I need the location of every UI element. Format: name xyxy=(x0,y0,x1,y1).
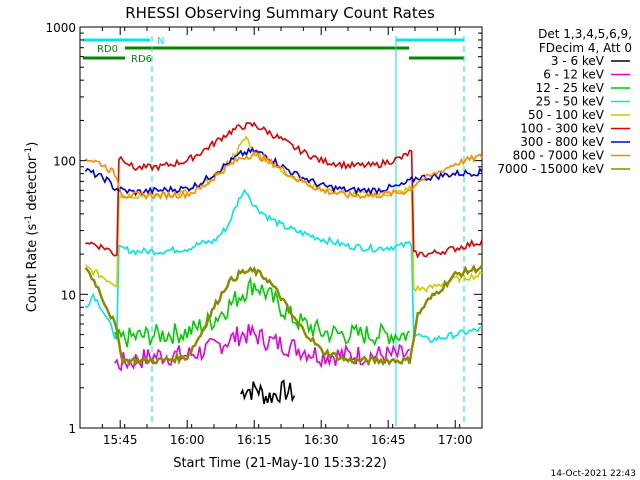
x-tick-label-3: 16:30 xyxy=(304,433,339,447)
chart-title: RHESSI Observing Summary Count Rates xyxy=(125,4,435,22)
y-tick-label-3: 1000 xyxy=(45,21,76,35)
legend-label-2: 12 - 25 keV xyxy=(536,81,605,95)
y-tick-label-1: 10 xyxy=(61,288,76,302)
n-flag-label: N xyxy=(157,36,164,47)
legend-label-4: 50 - 100 keV xyxy=(528,108,605,122)
legend-label-0: 3 - 6 keV xyxy=(551,54,605,68)
series-line-3 xyxy=(85,188,482,343)
y-tick-label-0: 1 xyxy=(68,422,76,436)
rd0-flag-label: RD0 xyxy=(97,44,118,55)
plot-timestamp: 14-Oct-2021 22:43 xyxy=(551,469,636,479)
legend-label-3: 25 - 50 keV xyxy=(536,95,605,109)
series-line-2 xyxy=(114,276,411,348)
x-tick-label-4: 16:45 xyxy=(371,433,406,447)
x-axis-label: Start Time (21-May-10 15:33:22) xyxy=(173,456,387,471)
flag-overlays: N RD0 RD6 xyxy=(83,36,465,426)
axes: 15:45 16:00 16:15 16:30 16:45 17:00 1 10 100 1000 xyxy=(45,21,483,447)
y-axis-label: Count Rate (s-1 detector-1) xyxy=(24,142,40,313)
y-axis-label-part-1: Count Rate (s xyxy=(25,224,40,313)
legend-header-line-1: Det 1,3,4,5,6,9, xyxy=(538,27,632,41)
y-axis-label-part-3: ) xyxy=(25,142,40,147)
series-line-6 xyxy=(84,146,483,197)
y-tick-label-2: 100 xyxy=(53,155,76,169)
series-line-7 xyxy=(84,151,483,201)
legend-header-line-2: FDecim 4, Att 0 xyxy=(539,41,632,55)
y-axis-label-part-2: detector xyxy=(25,155,40,215)
legend: Det 1,3,4,5,6,9, FDecim 4, Att 0 3 - 6 k… xyxy=(497,27,632,176)
legend-label-6: 300 - 800 keV xyxy=(520,135,604,149)
plot-frame xyxy=(79,26,483,429)
series-line-8 xyxy=(84,263,483,367)
rd6-flag-label: RD6 xyxy=(131,54,152,65)
series-line-4 xyxy=(84,135,483,294)
x-tick-label-5: 17:00 xyxy=(438,433,473,447)
series-line-5 xyxy=(85,121,483,259)
legend-label-8: 7000 - 15000 keV xyxy=(497,162,604,176)
y-axis-label-exp-2: -1 xyxy=(24,147,34,156)
series-lines xyxy=(84,121,483,405)
legend-label-7: 800 - 7000 keV xyxy=(513,149,605,163)
x-tick-label-1: 16:00 xyxy=(170,433,205,447)
y-axis-label-exp-1: -1 xyxy=(24,215,34,224)
legend-label-1: 6 - 12 keV xyxy=(543,68,605,82)
series-line-0 xyxy=(240,379,296,405)
legend-label-5: 100 - 300 keV xyxy=(520,122,604,136)
x-tick-label-2: 16:15 xyxy=(237,433,272,447)
x-tick-label-0: 15:45 xyxy=(103,433,138,447)
